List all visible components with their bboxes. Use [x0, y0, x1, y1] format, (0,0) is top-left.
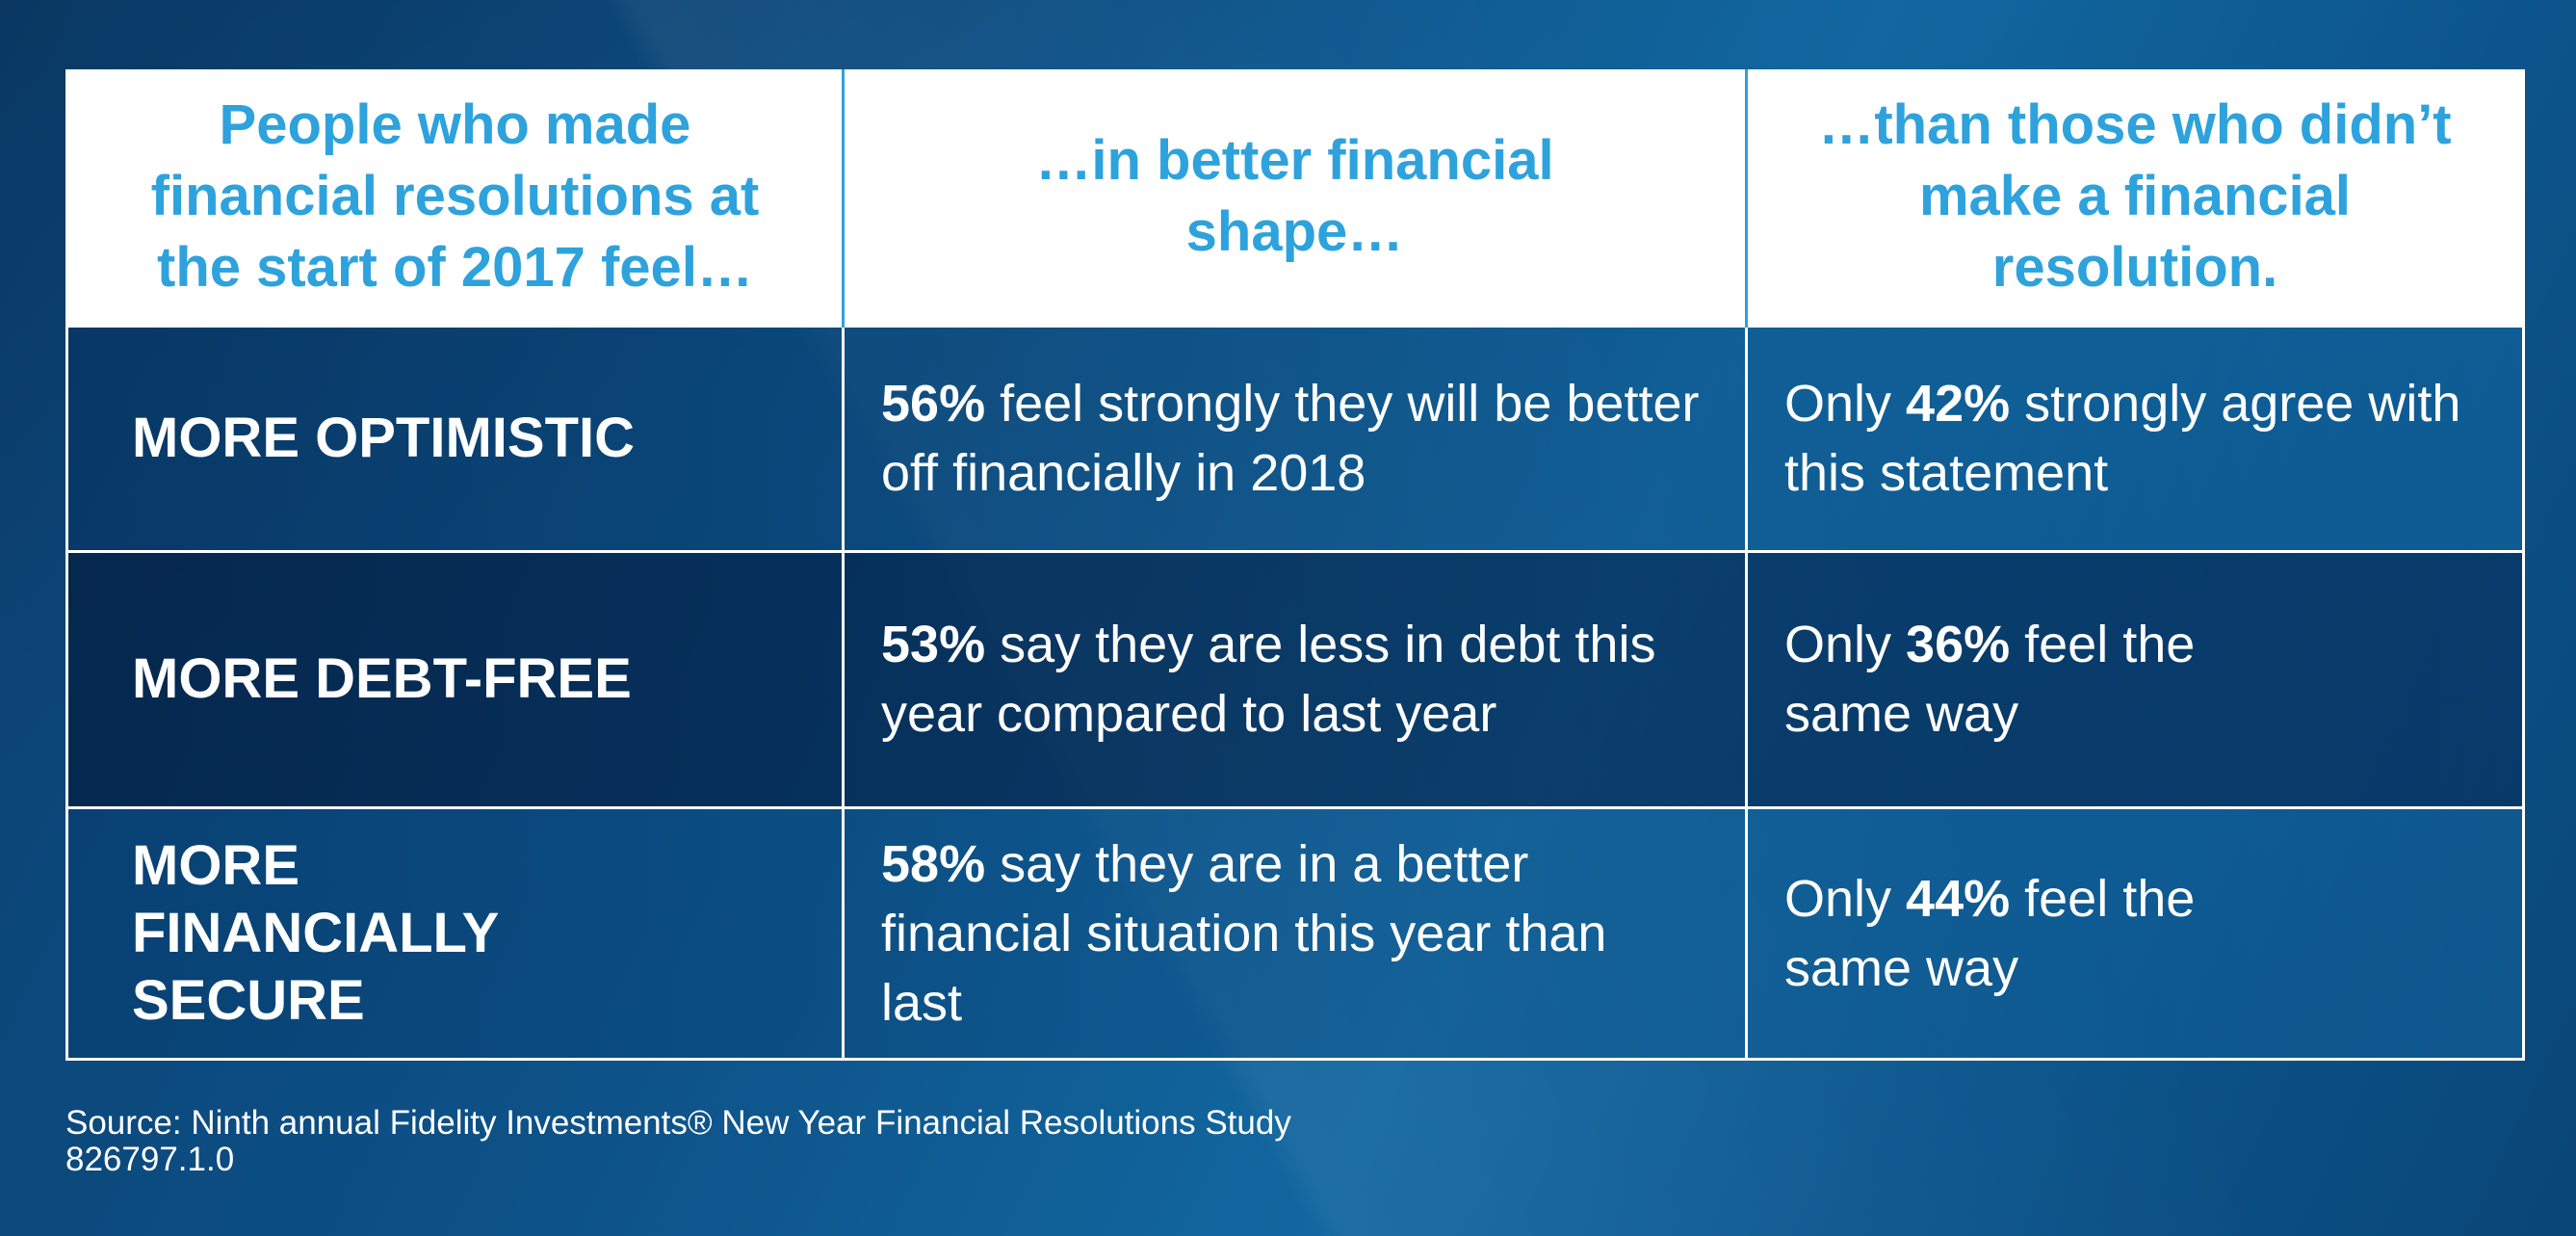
other-cell: Only 44% feel the same way [1745, 805, 2525, 1061]
better-cell: 58% say they are in a better financial s… [842, 805, 1748, 1061]
better-cell: 53% say they are less in debt this year … [842, 549, 1748, 809]
better-pct: 58% [881, 834, 986, 893]
row-label: MORE FINANCIALLY SECURE [65, 805, 845, 1061]
better-text: say they are less in debt this year comp… [881, 616, 1656, 743]
source-text: Source: Ninth annual Fidelity Investment… [65, 1104, 1291, 1142]
other-pre: Only [1784, 375, 1907, 433]
source-footnote: Source: Ninth annual Fidelity Investment… [65, 1105, 1291, 1178]
better-cell: 56% feel strongly they will be better of… [842, 324, 1748, 553]
better-pct: 53% [881, 616, 986, 673]
resolutions-table: People who made financial resolutions at… [65, 69, 2525, 1061]
header-than-others: …than those who didn’t make a financial … [1745, 69, 2525, 326]
document-code: 826797.1.0 [65, 1141, 235, 1178]
header-better-shape: …in better financial shape… [842, 69, 1748, 326]
better-text: say they are in a better financial situa… [881, 834, 1607, 1032]
other-text: feel the same way [1784, 616, 2196, 743]
row-label: MORE OPTIMISTIC [65, 324, 845, 553]
other-text: strongly agree with this statement [1784, 375, 2461, 502]
other-pre: Only [1784, 869, 1907, 928]
table-header-row: People who made financial resolutions at… [65, 69, 2525, 326]
table-row: MORE FINANCIALLY SECURE 58% say they are… [65, 805, 2525, 1061]
row-label: MORE DEBT-FREE [65, 549, 845, 809]
other-pct: 42% [1906, 375, 2011, 433]
better-text: feel strongly they will be better off fi… [881, 375, 1700, 502]
table-row: MORE DEBT-FREE 53% say they are less in … [65, 549, 2525, 809]
other-cell: Only 36% feel the same way [1745, 549, 2525, 809]
other-pct: 44% [1906, 869, 2011, 928]
other-pre: Only [1784, 616, 1907, 673]
other-pct: 36% [1906, 616, 2011, 673]
other-text: feel the same way [1784, 869, 2196, 997]
header-people: People who made financial resolutions at… [65, 69, 845, 326]
table-row: MORE OPTIMISTIC 56% feel strongly they w… [65, 324, 2525, 553]
better-pct: 56% [881, 375, 986, 433]
other-cell: Only 42% strongly agree with this statem… [1745, 324, 2525, 553]
